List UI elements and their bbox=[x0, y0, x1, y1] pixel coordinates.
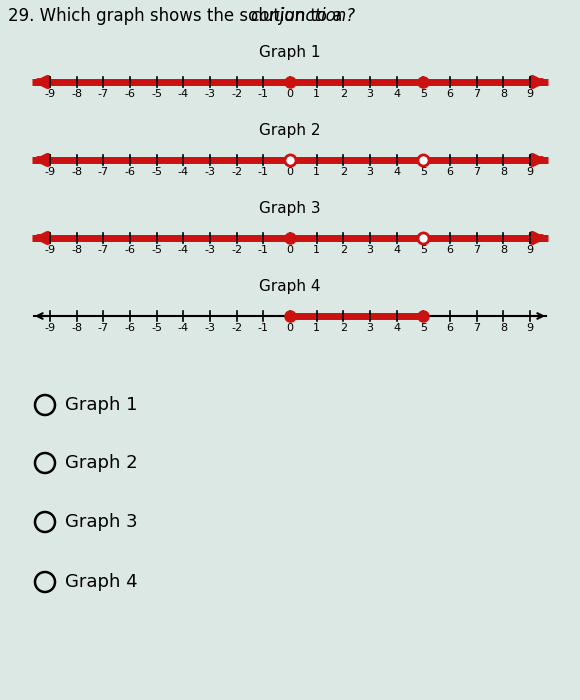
Text: 2: 2 bbox=[340, 323, 347, 333]
Text: -5: -5 bbox=[151, 167, 162, 177]
Text: -7: -7 bbox=[98, 323, 109, 333]
Text: -3: -3 bbox=[205, 245, 216, 255]
Text: -8: -8 bbox=[71, 89, 82, 99]
Text: 4: 4 bbox=[393, 245, 400, 255]
Text: -2: -2 bbox=[231, 89, 242, 99]
Text: -9: -9 bbox=[45, 245, 56, 255]
Text: -2: -2 bbox=[231, 167, 242, 177]
Text: 0: 0 bbox=[287, 323, 293, 333]
Text: -8: -8 bbox=[71, 323, 82, 333]
Text: -3: -3 bbox=[205, 323, 216, 333]
Text: -8: -8 bbox=[71, 167, 82, 177]
Text: 3: 3 bbox=[367, 89, 374, 99]
Text: 9: 9 bbox=[527, 245, 534, 255]
Text: -1: -1 bbox=[258, 89, 269, 99]
Text: -7: -7 bbox=[98, 167, 109, 177]
Text: 6: 6 bbox=[447, 167, 454, 177]
Text: -3: -3 bbox=[205, 89, 216, 99]
Text: Graph 4: Graph 4 bbox=[259, 279, 321, 294]
Text: 7: 7 bbox=[473, 89, 480, 99]
Text: -3: -3 bbox=[205, 167, 216, 177]
Text: -6: -6 bbox=[125, 245, 136, 255]
Text: 3: 3 bbox=[367, 167, 374, 177]
Text: -4: -4 bbox=[178, 323, 189, 333]
Text: -2: -2 bbox=[231, 323, 242, 333]
Text: 0: 0 bbox=[287, 245, 293, 255]
Text: 1: 1 bbox=[313, 245, 320, 255]
Text: 0: 0 bbox=[287, 89, 293, 99]
Text: 29. Which graph shows the solution to a: 29. Which graph shows the solution to a bbox=[8, 7, 347, 25]
Text: -7: -7 bbox=[98, 89, 109, 99]
Text: 8: 8 bbox=[500, 89, 507, 99]
Text: 5: 5 bbox=[420, 167, 427, 177]
Text: 0: 0 bbox=[287, 167, 293, 177]
Text: -6: -6 bbox=[125, 167, 136, 177]
Text: -1: -1 bbox=[258, 323, 269, 333]
Text: -4: -4 bbox=[178, 167, 189, 177]
Text: -4: -4 bbox=[178, 245, 189, 255]
Text: 3: 3 bbox=[367, 323, 374, 333]
Text: -6: -6 bbox=[125, 89, 136, 99]
Text: 4: 4 bbox=[393, 167, 400, 177]
Text: Graph 2: Graph 2 bbox=[65, 454, 137, 472]
Text: -5: -5 bbox=[151, 323, 162, 333]
Text: 4: 4 bbox=[393, 89, 400, 99]
Text: 1: 1 bbox=[313, 323, 320, 333]
Text: 1: 1 bbox=[313, 167, 320, 177]
Text: -5: -5 bbox=[151, 245, 162, 255]
Text: Graph 3: Graph 3 bbox=[65, 513, 137, 531]
Text: -1: -1 bbox=[258, 167, 269, 177]
Text: -4: -4 bbox=[178, 89, 189, 99]
Text: 7: 7 bbox=[473, 323, 480, 333]
Text: 5: 5 bbox=[420, 89, 427, 99]
Text: 7: 7 bbox=[473, 167, 480, 177]
Text: Graph 1: Graph 1 bbox=[65, 396, 137, 414]
Text: 8: 8 bbox=[500, 167, 507, 177]
Text: 3: 3 bbox=[367, 245, 374, 255]
Text: 5: 5 bbox=[420, 323, 427, 333]
Text: 2: 2 bbox=[340, 245, 347, 255]
Text: Graph 2: Graph 2 bbox=[259, 123, 321, 138]
Text: 6: 6 bbox=[447, 89, 454, 99]
Text: 8: 8 bbox=[500, 245, 507, 255]
Text: Graph 4: Graph 4 bbox=[65, 573, 137, 591]
Text: -5: -5 bbox=[151, 89, 162, 99]
Text: -2: -2 bbox=[231, 245, 242, 255]
Text: -6: -6 bbox=[125, 323, 136, 333]
Text: Graph 3: Graph 3 bbox=[259, 201, 321, 216]
Text: Graph 1: Graph 1 bbox=[259, 45, 321, 60]
Text: 7: 7 bbox=[473, 245, 480, 255]
Text: -1: -1 bbox=[258, 245, 269, 255]
Text: -7: -7 bbox=[98, 245, 109, 255]
Text: 4: 4 bbox=[393, 323, 400, 333]
Text: 9: 9 bbox=[527, 323, 534, 333]
Text: -9: -9 bbox=[45, 89, 56, 99]
Text: 2: 2 bbox=[340, 167, 347, 177]
Text: conjunction?: conjunction? bbox=[250, 7, 355, 25]
Text: 9: 9 bbox=[527, 89, 534, 99]
Text: -8: -8 bbox=[71, 245, 82, 255]
Text: 5: 5 bbox=[420, 245, 427, 255]
Text: 9: 9 bbox=[527, 167, 534, 177]
Text: 6: 6 bbox=[447, 245, 454, 255]
Text: -9: -9 bbox=[45, 323, 56, 333]
Text: 6: 6 bbox=[447, 323, 454, 333]
Text: 2: 2 bbox=[340, 89, 347, 99]
Text: -9: -9 bbox=[45, 167, 56, 177]
Text: 8: 8 bbox=[500, 323, 507, 333]
Text: 1: 1 bbox=[313, 89, 320, 99]
